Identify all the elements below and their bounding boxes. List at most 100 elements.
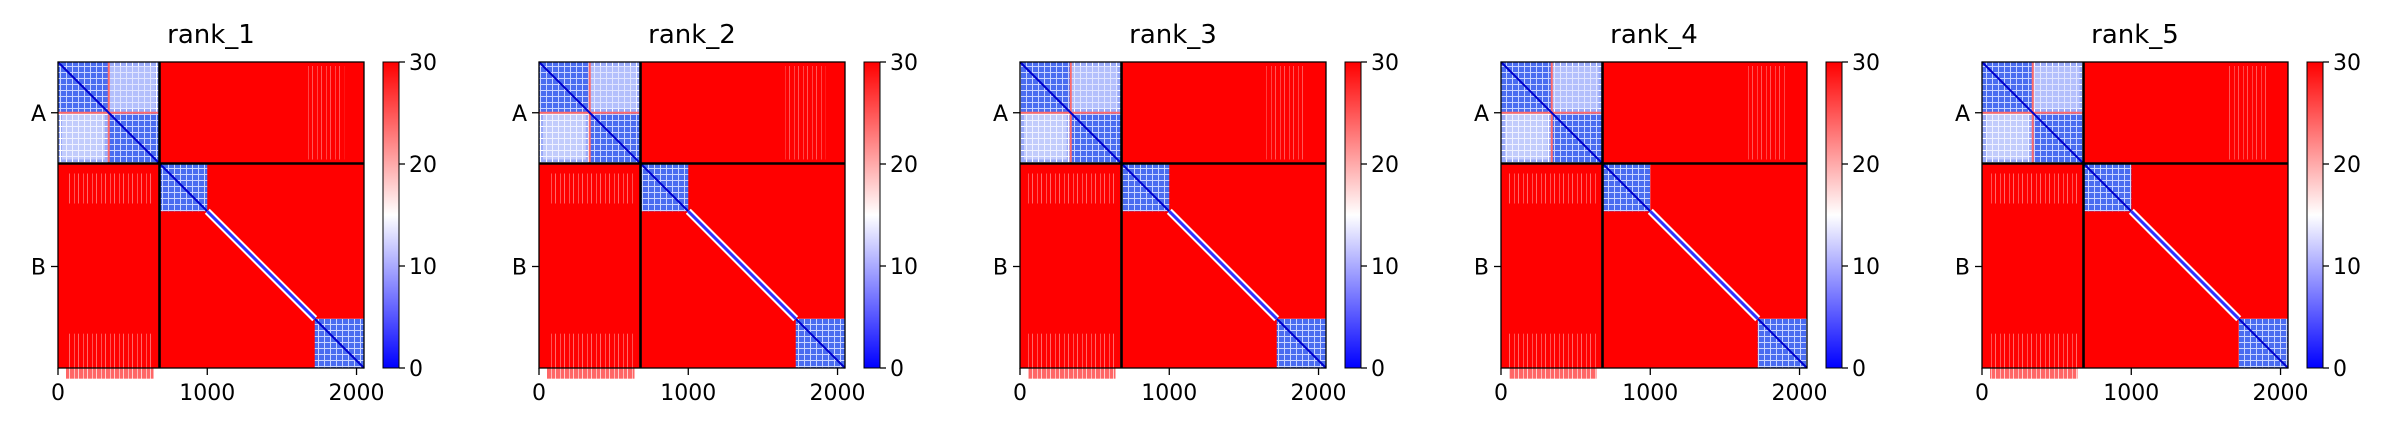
heatmap-panel-1: rank_1 0 1000 2000 A B 0 10 20 30 bbox=[31, 20, 437, 406]
chain-a-offdomain bbox=[1070, 66, 1118, 109]
chain-a-offdomain bbox=[2032, 66, 2080, 109]
chain-a-diagonal bbox=[1500, 61, 1604, 165]
colorbar-tick-label: 10 bbox=[1852, 255, 1880, 280]
streak-texture bbox=[547, 173, 635, 204]
chain-b-domain-diagonal bbox=[1601, 162, 1651, 212]
streak-texture bbox=[1028, 333, 1116, 379]
chain-a-offdomain bbox=[62, 112, 105, 160]
x-tick-label: 2000 bbox=[2253, 381, 2309, 406]
chain-b-domain-diagonal bbox=[795, 318, 846, 369]
heatmap-panel-3: rank_3 0 1000 2000 A B 0 10 20 30 bbox=[993, 20, 1399, 406]
y-tick-label: A bbox=[31, 102, 46, 127]
chain-a-offdomain bbox=[1986, 112, 2029, 160]
colorbar-tick-label: 20 bbox=[1852, 153, 1880, 178]
colorbar bbox=[863, 61, 881, 369]
heatmap-panel-2: rank_2 0 1000 2000 A B 0 10 20 30 bbox=[512, 20, 918, 406]
y-tick-label: B bbox=[31, 255, 46, 280]
x-tick-label: 1000 bbox=[660, 381, 716, 406]
y-tick-label: B bbox=[1474, 255, 1489, 280]
colorbar-tick-label: 10 bbox=[409, 255, 437, 280]
colorbar-tick-label: 30 bbox=[890, 51, 918, 76]
x-tick-label: 1000 bbox=[1622, 381, 1678, 406]
colorbar-tick-label: 0 bbox=[409, 357, 423, 382]
chain-a-diagonal bbox=[1981, 61, 2085, 165]
colorbar-tick-label: 10 bbox=[890, 255, 918, 280]
streak-texture bbox=[66, 333, 154, 379]
streak-texture bbox=[1509, 333, 1597, 379]
chain-b-diagonal bbox=[1168, 210, 1278, 320]
chain-a-diagonal bbox=[57, 61, 161, 165]
x-tick-label: 2000 bbox=[1291, 381, 1347, 406]
colorbar-tick-label: 20 bbox=[409, 153, 437, 178]
axes-frame bbox=[1500, 61, 1808, 369]
chain-b-domain-diagonal bbox=[639, 162, 689, 212]
streak-texture bbox=[1990, 333, 2078, 379]
x-tick-label: 2000 bbox=[810, 381, 866, 406]
axes-frame bbox=[1019, 61, 1327, 369]
heatmap-panel-4: rank_4 0 1000 2000 A B 0 10 20 30 bbox=[1474, 20, 1880, 406]
y-tick-label: B bbox=[512, 255, 527, 280]
streak-texture bbox=[1990, 173, 2078, 204]
chain-b-domain-diagonal bbox=[1120, 162, 1170, 212]
y-tick-label: B bbox=[1955, 255, 1970, 280]
x-tick-label: 0 bbox=[1494, 381, 1508, 406]
y-tick-label: A bbox=[993, 102, 1008, 127]
chain-b-domain-diagonal bbox=[2082, 162, 2132, 212]
chain-b-domain-diagonal bbox=[158, 162, 208, 212]
chain-b-domain-diagonal bbox=[1757, 318, 1808, 369]
panel-title: rank_3 bbox=[1129, 20, 1217, 50]
colorbar-tick-label: 30 bbox=[1852, 51, 1880, 76]
chain-a-offdomain bbox=[1505, 112, 1548, 160]
colorbar-tick-label: 0 bbox=[1371, 357, 1385, 382]
colorbar-tick-label: 0 bbox=[1852, 357, 1866, 382]
streak-texture bbox=[304, 66, 345, 160]
colorbar bbox=[1344, 61, 1362, 369]
colorbar bbox=[382, 61, 400, 369]
colorbar-tick-label: 20 bbox=[890, 153, 918, 178]
chain-b-diagonal bbox=[206, 210, 316, 320]
colorbar-tick-label: 10 bbox=[1371, 255, 1399, 280]
x-tick-label: 0 bbox=[51, 381, 65, 406]
chain-b-diagonal bbox=[687, 210, 797, 320]
chain-b-domain-diagonal bbox=[2238, 318, 2289, 369]
x-tick-label: 0 bbox=[1013, 381, 1027, 406]
chain-b-diagonal bbox=[1649, 210, 1759, 320]
colorbar bbox=[2306, 61, 2324, 369]
streak-texture bbox=[547, 333, 635, 379]
streak-texture bbox=[785, 66, 826, 160]
y-tick-label: B bbox=[993, 255, 1008, 280]
streak-texture bbox=[1747, 66, 1788, 160]
streak-texture bbox=[1509, 173, 1597, 204]
chain-a-diagonal bbox=[538, 61, 642, 165]
colorbar bbox=[1825, 61, 1843, 369]
x-tick-label: 2000 bbox=[1772, 381, 1828, 406]
chain-a-offdomain bbox=[589, 66, 637, 109]
colorbar-tick-label: 30 bbox=[1371, 51, 1399, 76]
colorbar-tick-label: 30 bbox=[409, 51, 437, 76]
x-tick-label: 0 bbox=[1975, 381, 1989, 406]
chain-a-offdomain bbox=[543, 112, 586, 160]
axes-frame bbox=[57, 61, 365, 369]
panel-title: rank_1 bbox=[167, 20, 255, 50]
chain-a-offdomain bbox=[1024, 112, 1067, 160]
x-tick-label: 2000 bbox=[329, 381, 385, 406]
chain-b-diagonal bbox=[2130, 210, 2240, 320]
streak-texture bbox=[66, 173, 154, 204]
y-tick-label: A bbox=[512, 102, 527, 127]
x-tick-label: 1000 bbox=[1141, 381, 1197, 406]
chain-b-domain-diagonal bbox=[1276, 318, 1327, 369]
heatmap-panel-5: rank_5 0 1000 2000 A B 0 10 20 30 bbox=[1955, 20, 2361, 406]
panel-title: rank_2 bbox=[648, 20, 736, 50]
x-tick-label: 1000 bbox=[179, 381, 235, 406]
axes-frame bbox=[1981, 61, 2289, 369]
streak-texture bbox=[1266, 66, 1307, 160]
colorbar-tick-label: 20 bbox=[2333, 153, 2361, 178]
x-tick-label: 0 bbox=[532, 381, 546, 406]
panel-title: rank_4 bbox=[1610, 20, 1698, 50]
colorbar-tick-label: 30 bbox=[2333, 51, 2361, 76]
streak-texture bbox=[1028, 173, 1116, 204]
y-tick-label: A bbox=[1955, 102, 1970, 127]
streak-texture bbox=[2228, 66, 2269, 160]
y-tick-label: A bbox=[1474, 102, 1489, 127]
